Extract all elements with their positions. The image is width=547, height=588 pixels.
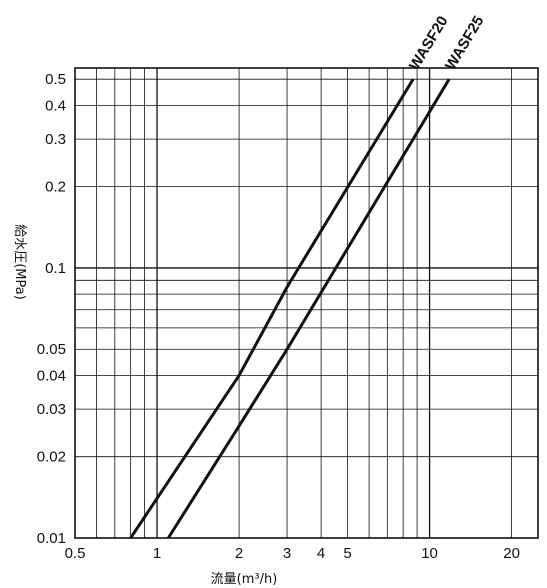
- y-tick-label: 0.04: [37, 367, 66, 384]
- y-tick-label: 0.3: [45, 131, 66, 148]
- chart-grid: [74, 67, 539, 539]
- y-axis-label: 給水圧(MPa): [12, 224, 27, 300]
- series-line-wasf20: [129, 78, 415, 539]
- series-line-wasf25: [167, 78, 451, 539]
- y-tick-label: 0.2: [45, 179, 66, 196]
- x-tick-label: 1: [153, 545, 161, 562]
- y-tick-label: 0.5: [45, 71, 66, 88]
- y-tick-label: 0.05: [37, 341, 66, 358]
- y-tick-label: 0.1: [45, 260, 66, 277]
- x-tick-label: 5: [343, 545, 351, 562]
- y-tick-label: 0.01: [37, 530, 66, 547]
- x-tick-label: 4: [317, 545, 325, 562]
- plot-area-border: [74, 67, 539, 539]
- x-tick-label: 3: [283, 545, 291, 562]
- x-tick-label: 0.5: [65, 545, 86, 562]
- x-tick-label: 10: [421, 545, 438, 562]
- y-tick-label: 0.4: [45, 97, 66, 114]
- x-tick-label: 20: [503, 545, 520, 562]
- y-tick-label: 0.03: [37, 401, 66, 418]
- x-axis-label: 流量(m³/h): [211, 572, 278, 587]
- y-tick-label: 0.02: [37, 449, 66, 466]
- tick-labels: 0.5 1 2 3 4 5 10 20 0.01 0.02 0.03 0.04 0.05 0.1 0.2 0.…: [37, 71, 520, 562]
- x-tick-label: 2: [235, 545, 243, 562]
